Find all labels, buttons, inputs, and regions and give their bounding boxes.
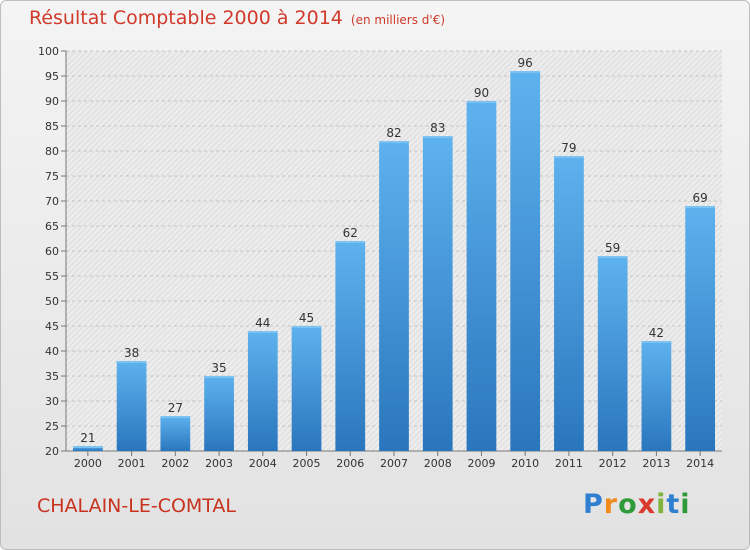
- bar-top-highlight: [597, 256, 628, 258]
- data-label-2014: 69: [692, 191, 707, 205]
- bar-top-highlight: [116, 361, 147, 363]
- data-label-2006: 62: [343, 226, 358, 240]
- proxiti-logo[interactable]: Proxiti: [583, 489, 691, 520]
- x-tick-label: 2003: [205, 457, 233, 470]
- data-label-2003: 35: [211, 361, 226, 375]
- x-tick-label: 2007: [380, 457, 408, 470]
- data-label-2012: 59: [605, 241, 620, 255]
- bar-top-highlight: [510, 71, 541, 73]
- data-label-2002: 27: [168, 401, 183, 415]
- bar-top-highlight: [422, 136, 453, 138]
- bar-2014[interactable]: [685, 206, 716, 451]
- logo-letter: r: [603, 489, 619, 520]
- y-tick-label: 25: [45, 420, 59, 433]
- logo-letter: i: [656, 489, 667, 520]
- bar-2008[interactable]: [422, 136, 453, 451]
- y-tick-label: 50: [45, 295, 59, 308]
- y-tick-label: 60: [45, 245, 59, 258]
- x-tick-label: 2000: [74, 457, 102, 470]
- logo-letter: o: [618, 489, 638, 520]
- x-tick-label: 2010: [511, 457, 539, 470]
- data-label-2009: 90: [474, 86, 489, 100]
- bar-2004[interactable]: [247, 331, 278, 451]
- y-tick-label: 45: [45, 320, 59, 333]
- data-label-2001: 38: [124, 346, 139, 360]
- y-tick-label: 100: [38, 45, 59, 58]
- x-tick-label: 2011: [555, 457, 583, 470]
- bar-2006[interactable]: [335, 241, 366, 451]
- bar-2009[interactable]: [466, 101, 497, 451]
- bar-top-highlight: [291, 326, 322, 328]
- data-label-2010: 96: [518, 56, 533, 70]
- bar-top-highlight: [204, 376, 234, 378]
- x-tick-label: 2001: [118, 457, 146, 470]
- logo-letter: t: [666, 489, 681, 520]
- y-tick-label: 20: [45, 445, 59, 458]
- x-tick-label: 2002: [161, 457, 189, 470]
- x-tick-label: 2009: [467, 457, 495, 470]
- y-tick-label: 55: [45, 270, 59, 283]
- x-tick-label: 2004: [249, 457, 277, 470]
- bar-top-highlight: [554, 156, 584, 158]
- bar-top-highlight: [641, 341, 672, 343]
- bar-2005[interactable]: [291, 326, 322, 451]
- y-tick-label: 95: [45, 70, 59, 83]
- data-label-2004: 44: [255, 316, 270, 330]
- y-tick-label: 85: [45, 120, 59, 133]
- bar-top-highlight: [160, 416, 191, 418]
- bar-2000[interactable]: [72, 446, 103, 451]
- data-label-2008: 83: [430, 121, 445, 135]
- bar-2013[interactable]: [641, 341, 672, 451]
- y-tick-label: 30: [45, 395, 59, 408]
- data-label-2005: 45: [299, 311, 314, 325]
- x-tick-label: 2013: [642, 457, 670, 470]
- bar-2012[interactable]: [597, 256, 628, 451]
- bar-2010[interactable]: [510, 71, 541, 451]
- town-name: CHALAIN-LE-COMTAL: [37, 495, 237, 517]
- y-tick-label: 75: [45, 170, 59, 183]
- x-tick-label: 2005: [293, 457, 321, 470]
- bar-2007[interactable]: [379, 141, 409, 451]
- bar-top-highlight: [247, 331, 278, 333]
- title-unit: (en milliers d'€): [350, 13, 446, 27]
- y-tick-label: 40: [45, 345, 59, 358]
- x-tick-label: 2008: [424, 457, 452, 470]
- bar-2003[interactable]: [204, 376, 234, 451]
- y-tick-label: 70: [45, 195, 59, 208]
- bar-top-highlight: [466, 101, 497, 103]
- y-tick-label: 65: [45, 220, 59, 233]
- bar-2002[interactable]: [160, 416, 191, 451]
- data-label-2007: 82: [386, 126, 401, 140]
- data-label-2011: 79: [561, 141, 576, 155]
- bar-top-highlight: [379, 141, 409, 143]
- logo-letter: x: [637, 489, 657, 520]
- bar-top-highlight: [72, 446, 103, 448]
- y-tick-label: 35: [45, 370, 59, 383]
- bar-top-highlight: [685, 206, 716, 208]
- data-label-2013: 42: [649, 326, 664, 340]
- x-tick-label: 2012: [599, 457, 627, 470]
- title-text: Résultat Comptable 2000 à 2014: [29, 7, 343, 29]
- x-tick-label: 2014: [686, 457, 714, 470]
- y-tick-label: 90: [45, 95, 59, 108]
- logo-letter: i: [680, 489, 691, 520]
- bar-2011[interactable]: [554, 156, 584, 451]
- logo-letter: P: [583, 489, 604, 520]
- y-tick-label: 80: [45, 145, 59, 158]
- x-tick-label: 2006: [336, 457, 364, 470]
- bar-top-highlight: [335, 241, 366, 243]
- data-label-2000: 21: [80, 431, 95, 445]
- bar-2001[interactable]: [116, 361, 147, 451]
- chart-title: Résultat Comptable 2000 à 2014 (en millie…: [29, 7, 445, 29]
